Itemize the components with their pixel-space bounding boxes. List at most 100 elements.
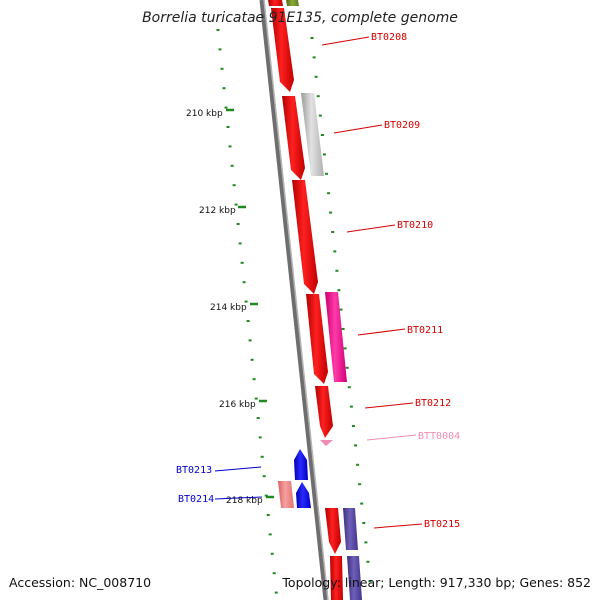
scale-tick-dot: [327, 192, 331, 195]
scale-tick-dot: [266, 514, 270, 516]
gene-arrow-bt0208[interactable]: [271, 8, 294, 92]
scale-label: 210 kbp: [186, 109, 223, 119]
gene-label[interactable]: BT0209: [384, 120, 420, 131]
gene-arrow-bt0214[interactable]: [296, 482, 311, 508]
gene-label[interactable]: BT0213: [176, 465, 212, 476]
scale-tick-dot: [250, 358, 254, 361]
scale-label: 216 kbp: [219, 400, 256, 410]
scale-tick-dot: [232, 184, 236, 187]
gene-arrow-bt0211[interactable]: [306, 294, 328, 384]
scale-tick-dot: [270, 552, 274, 555]
scale-tick-dot: [274, 591, 278, 594]
scale-tick-dot: [339, 308, 343, 311]
gene-arrow[interactable]: [330, 556, 343, 600]
scale-tick-dot: [347, 386, 351, 389]
scale-tick-dot: [366, 560, 370, 563]
scale-tick-dot: [248, 339, 252, 342]
scale-tick-dot: [310, 37, 314, 39]
scale-tick-dot: [230, 164, 234, 167]
scale-ticks-left: [216, 29, 278, 594]
scale-tick-dot: [260, 455, 264, 458]
label-leader: [373, 523, 423, 529]
gene-label[interactable]: BT0214: [178, 494, 214, 505]
scale-tick-dot: [254, 397, 258, 400]
scale-tick-dot: [268, 533, 272, 536]
scale-tick-dot: [337, 289, 341, 292]
scale-tick-dot: [252, 378, 256, 381]
scale-tick-dot: [320, 134, 324, 136]
scale-tick-dot: [349, 405, 353, 408]
gene-block[interactable]: [278, 481, 294, 508]
gene-label[interactable]: BT0215: [424, 519, 460, 530]
scale-tick-dot: [220, 67, 224, 70]
gene-label[interactable]: BT0208: [371, 32, 407, 43]
scale-tick-dot: [238, 242, 242, 245]
scale-tick-dot: [242, 281, 246, 284]
scale-tick-dot: [216, 29, 220, 31]
gene-block-bt0209[interactable]: [301, 93, 324, 176]
gene-arrow[interactable]: [286, 0, 299, 6]
scale-tick-dot: [236, 223, 240, 225]
scale-tick-dot: [335, 269, 339, 272]
scale-tick-dot: [333, 250, 337, 253]
scale-tick-dot: [345, 366, 349, 369]
scale-ticks-right: [310, 37, 372, 583]
label-leader: [364, 402, 414, 409]
genome-backbone-highlight: [263, 0, 329, 600]
scale-tick-dot: [322, 153, 326, 156]
scale-tick-dot: [222, 87, 226, 90]
gene-arrow-bt0215[interactable]: [325, 508, 341, 554]
gene-arrow-bt0209[interactable]: [282, 96, 305, 180]
scale-tick-dot: [246, 320, 250, 322]
scale-tick-dot: [314, 75, 318, 78]
gene-label[interactable]: BT0212: [415, 398, 451, 409]
map-title: Borrelia turicatae 91E135, complete geno…: [142, 10, 458, 26]
scale-tick-dot: [234, 203, 238, 206]
scale-tick-dot: [272, 572, 276, 575]
scale-tick-dot: [226, 126, 230, 128]
label-leader: [214, 496, 263, 500]
scale-tick-dot: [362, 522, 366, 524]
scale-tick-dot: [354, 444, 357, 447]
gene-block-bt0215[interactable]: [343, 508, 358, 550]
label-leader: [366, 434, 417, 441]
label-leader: [333, 124, 383, 134]
genome-backbone: [259, 0, 329, 600]
gene-arrow[interactable]: [268, 0, 283, 6]
scale-tick-dot: [329, 211, 333, 214]
scale-tick-dot: [356, 463, 360, 466]
gene-block[interactable]: [347, 556, 362, 600]
scale-tick-dot: [264, 494, 268, 497]
scale-tick-dot: [318, 114, 322, 117]
gene-arrow-bt0213[interactable]: [294, 449, 308, 480]
scale-label: 214 kbp: [210, 303, 247, 313]
scale-label: 218 kbp: [226, 496, 263, 506]
label-leader: [346, 224, 396, 233]
label-leader: [321, 36, 370, 46]
scale-tick-dot: [358, 483, 362, 486]
scale-tick-dot: [360, 502, 364, 505]
scale-tick-dot: [262, 475, 266, 478]
trna-arrow-btt0004[interactable]: [320, 440, 333, 446]
scale-tick-dot: [364, 541, 368, 544]
label-leader: [214, 466, 262, 472]
gene-label[interactable]: BT0210: [397, 220, 433, 231]
scale-tick-dot: [218, 48, 222, 51]
gene-label[interactable]: BTT0004: [418, 431, 460, 442]
scale-tick-dot: [341, 328, 345, 330]
gene-block-bt0211[interactable]: [325, 292, 347, 382]
scale-tick-dot: [228, 145, 232, 148]
scale-tick-dot: [258, 436, 262, 439]
scale-label: 212 kbp: [199, 206, 236, 216]
scale-tick-dot: [331, 231, 335, 233]
gene-arrow-bt0212[interactable]: [315, 386, 333, 438]
scale-tick-dot: [368, 580, 372, 583]
scale-tick-dot: [316, 95, 320, 98]
genome-summary-text: Topology: linear; Length: 917,330 bp; Ge…: [282, 575, 591, 590]
scale-tick-dot: [240, 261, 244, 264]
gene-label[interactable]: BT0211: [407, 325, 443, 336]
scale-tick-dot: [244, 300, 248, 303]
scale-tick-dot: [351, 425, 355, 427]
gene-arrow-bt0210[interactable]: [292, 180, 318, 294]
